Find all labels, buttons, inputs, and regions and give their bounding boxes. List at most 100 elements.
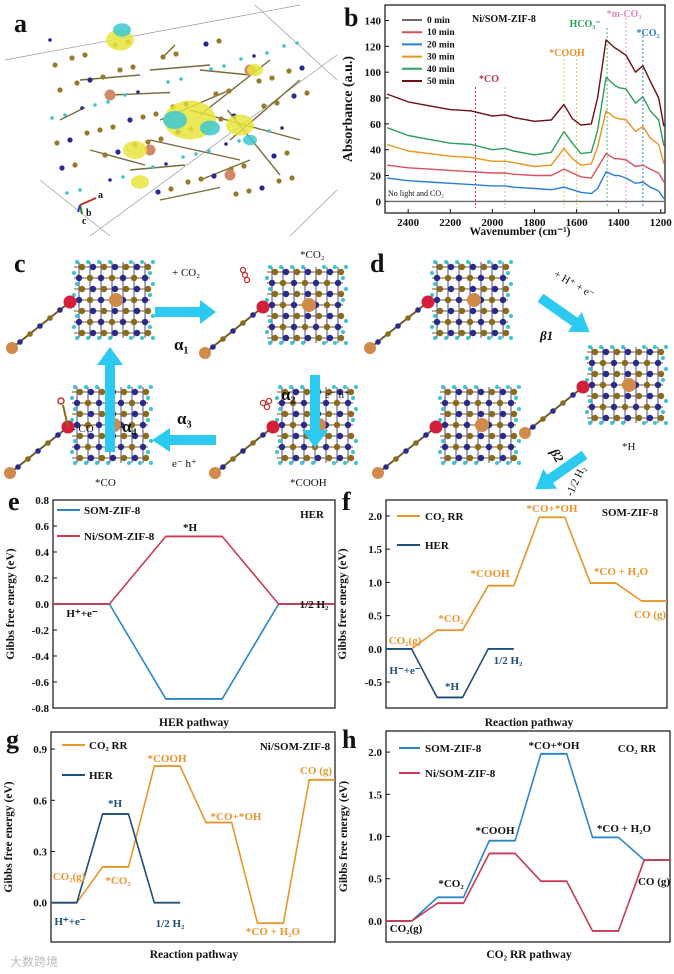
- atom: [488, 454, 496, 462]
- bond: [89, 149, 146, 166]
- atom: [337, 268, 345, 276]
- atom: [336, 410, 344, 418]
- state-label: 1/2 H₂: [300, 599, 329, 611]
- y-axis-label: Absorbance (a.u.): [341, 56, 356, 163]
- atom: [281, 388, 289, 396]
- atom: [281, 432, 289, 440]
- linker-atom: [230, 456, 236, 462]
- atom: [139, 399, 147, 407]
- linker-atom: [383, 464, 389, 470]
- atom: [496, 443, 504, 451]
- atom: [98, 388, 106, 396]
- hydrogen-atom: [268, 341, 272, 345]
- atom: [252, 54, 256, 58]
- atom: [142, 454, 150, 462]
- atom: [86, 296, 94, 304]
- atom: [458, 329, 466, 337]
- linker-atom: [47, 315, 53, 321]
- atom: [469, 285, 477, 293]
- charge-accumulation-isosurface: [131, 175, 149, 189]
- x-tick-label: 1200: [650, 217, 673, 229]
- hydrogen-atom: [268, 287, 272, 291]
- plot-frame: [384, 4, 666, 214]
- atom: [610, 381, 618, 389]
- step3-reagent: e⁻ h⁺: [172, 458, 197, 470]
- y-tick-label: 0.4: [35, 547, 49, 559]
- linker-atom: [220, 464, 226, 470]
- hydrogen-atom: [344, 265, 348, 269]
- hydrogen-atom: [279, 265, 283, 269]
- hydrogen-atom: [127, 461, 131, 465]
- chart-title: CO₂ RR: [618, 743, 657, 755]
- atom: [347, 410, 355, 418]
- hydrogen-atom: [354, 461, 358, 465]
- atom: [621, 359, 629, 367]
- y-tick-label: 0: [376, 196, 382, 208]
- hydrogen-atom: [341, 330, 345, 334]
- hydrogen-atom: [70, 418, 74, 422]
- hydrogen-atom: [438, 418, 442, 422]
- hydrogen-atom: [149, 461, 153, 465]
- atom: [591, 392, 599, 400]
- y-tick-label: -0.8: [32, 703, 50, 715]
- atom: [95, 399, 103, 407]
- atom: [588, 403, 596, 411]
- atom: [635, 392, 643, 400]
- atom: [347, 388, 355, 396]
- linker-atom: [415, 307, 421, 313]
- hydrogen-atom: [661, 356, 665, 360]
- atom: [279, 279, 287, 287]
- atom: [488, 318, 496, 326]
- chart-title: HER: [300, 509, 325, 521]
- hydrogen-atom: [441, 407, 445, 411]
- atom: [643, 381, 651, 389]
- atom: [643, 403, 651, 411]
- hydrogen-atom: [95, 385, 99, 389]
- hydrogen-atom: [70, 450, 74, 454]
- atom: [271, 290, 279, 298]
- atom: [73, 399, 81, 407]
- linker-atom: [35, 448, 41, 454]
- hydrogen-atom: [278, 439, 282, 443]
- hydrogen-atom: [129, 260, 133, 264]
- atom: [76, 388, 84, 396]
- hydrogen-atom: [278, 407, 282, 411]
- legend-label: Ni/SOM-ZIF-8: [425, 768, 496, 780]
- atom: [98, 410, 106, 418]
- atom: [268, 279, 276, 287]
- hydrogen-atom: [275, 396, 279, 400]
- state-label: *CO₂: [438, 878, 464, 890]
- panel-g-ni-som-zif8-energy-chart: g 0.0 0.3 0.6 0.9 Reaction pathway Gibbs free…: [3, 725, 336, 961]
- cell-boundary: [89, 54, 338, 237]
- atom: [120, 388, 128, 396]
- chart-title: SOM-ZIF-8: [602, 507, 659, 519]
- panel-b-ftir-chart: b 0 20 40 60 80 100 120 140 Wavenumber (cm⁻¹) Abs…: [341, 3, 672, 238]
- atom: [207, 149, 211, 153]
- linker-atom: [57, 307, 63, 313]
- structure-h-adsorbed: [519, 345, 668, 439]
- atom: [444, 454, 452, 462]
- hydrogen-atom: [498, 260, 502, 264]
- atom: [624, 392, 632, 400]
- atom: [325, 388, 333, 396]
- atom: [89, 263, 97, 271]
- atom: [602, 392, 610, 400]
- hydrogen-atom: [588, 421, 592, 425]
- atom: [436, 263, 444, 271]
- atom: [93, 103, 97, 107]
- atom: [274, 100, 280, 106]
- atom: [139, 443, 147, 451]
- structure-final: [372, 385, 521, 479]
- zn-atom: [467, 293, 481, 307]
- hydrogen-atom: [514, 418, 518, 422]
- atom: [131, 432, 139, 440]
- hydrogen-atom: [127, 385, 131, 389]
- atom: [271, 153, 277, 159]
- atom: [144, 329, 152, 337]
- series-line-30-min: [386, 110, 665, 168]
- atom: [75, 274, 83, 282]
- hydrogen-atom: [438, 396, 442, 400]
- atom: [133, 307, 141, 315]
- atom: [155, 189, 161, 195]
